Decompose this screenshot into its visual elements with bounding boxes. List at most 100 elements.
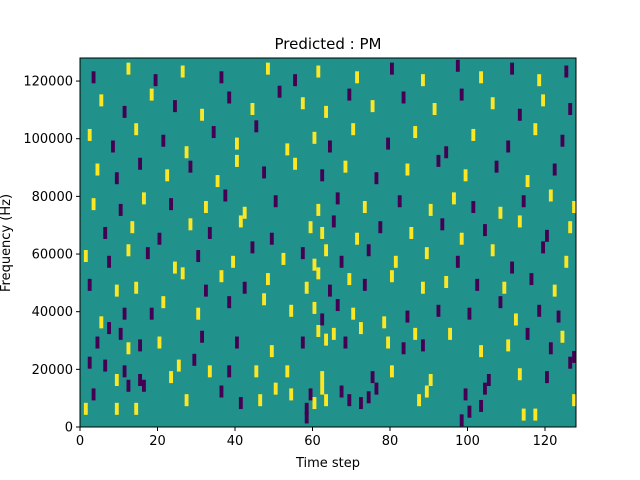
heatmap-cell xyxy=(564,255,569,268)
heatmap-cell xyxy=(269,232,274,245)
heatmap-cell xyxy=(293,157,298,170)
heatmap-cell xyxy=(506,339,511,352)
heatmap-cell xyxy=(235,154,239,167)
heatmap-cell xyxy=(223,189,228,202)
y-axis: 0 20000 40000 60000 80000 100000 120000 xyxy=(23,75,80,436)
heatmap-cell xyxy=(351,307,356,320)
heatmap-cell xyxy=(95,336,100,349)
heatmap-cell xyxy=(471,201,476,214)
heatmap-cell xyxy=(335,299,340,312)
heatmap-cell xyxy=(548,189,553,202)
heatmap-cell xyxy=(118,327,123,340)
heatmap-cell xyxy=(289,304,294,317)
heatmap-cell xyxy=(320,313,325,326)
heatmap-cell xyxy=(409,226,414,239)
y-tick-label: 0 xyxy=(65,421,73,436)
heatmap-cell xyxy=(238,397,243,410)
heatmap-cell xyxy=(145,247,150,260)
heatmap-cell xyxy=(262,166,267,179)
heatmap-cell xyxy=(134,281,139,294)
heatmap-cell xyxy=(370,100,375,113)
heatmap-cell xyxy=(285,365,290,378)
heatmap-cell xyxy=(176,359,181,372)
y-tick-label: 100000 xyxy=(23,132,73,147)
x-tick-label: 0 xyxy=(76,434,84,449)
heatmap-cell xyxy=(320,371,325,384)
heatmap-cell xyxy=(122,365,127,378)
heatmap-cell xyxy=(467,405,472,418)
x-axis-label: Time step xyxy=(295,456,360,471)
heatmap-cell xyxy=(316,65,321,78)
heatmap-cell xyxy=(324,333,329,346)
heatmap-cell xyxy=(262,293,267,306)
heatmap-cell xyxy=(99,94,104,107)
heatmap-cell xyxy=(258,394,263,407)
heatmap-cell xyxy=(421,74,425,87)
heatmap-cell xyxy=(541,94,546,107)
heatmap-cell xyxy=(200,330,205,343)
heatmap-cell xyxy=(572,394,577,407)
heatmap-cell xyxy=(548,342,553,355)
heatmap-cell xyxy=(173,100,177,113)
heatmap-cell xyxy=(366,391,371,404)
heatmap-cell xyxy=(114,402,119,415)
heatmap-cell xyxy=(188,160,193,173)
heatmap-cell xyxy=(103,359,108,372)
heatmap-cell xyxy=(386,336,391,349)
heatmap-cell xyxy=(103,226,108,239)
heatmap-cell xyxy=(335,192,340,205)
heatmap-cell xyxy=(204,201,208,214)
heatmap-cell xyxy=(273,195,278,208)
heatmap-cell xyxy=(266,62,270,75)
heatmap-cell xyxy=(83,402,88,415)
heatmap-cell xyxy=(366,244,371,257)
heatmap-cell xyxy=(471,128,476,141)
heatmap-cell xyxy=(572,201,577,214)
heatmap-cell xyxy=(479,399,484,412)
heatmap-cell xyxy=(486,373,491,386)
heatmap-cell xyxy=(343,160,348,173)
heatmap-cell xyxy=(219,385,224,398)
heatmap-cell xyxy=(324,394,329,407)
heatmap-cell xyxy=(312,258,317,271)
heatmap-cell xyxy=(529,273,534,286)
heatmap-cell xyxy=(467,307,472,320)
heatmap-cell xyxy=(459,88,464,101)
heatmap-cell xyxy=(304,281,309,294)
heatmap-cell xyxy=(242,281,247,294)
heatmap-cell xyxy=(436,304,441,317)
heatmap-cell xyxy=(339,385,344,398)
heatmap-cell xyxy=(266,273,270,286)
heatmap-cell xyxy=(320,169,325,182)
heatmap-cell xyxy=(517,215,522,228)
heatmap-cell xyxy=(308,221,313,234)
heatmap-cell xyxy=(355,71,360,84)
heatmap-cell xyxy=(455,255,460,268)
heatmap-cell xyxy=(142,379,146,392)
heatmap-cell xyxy=(126,342,131,355)
heatmap-cell xyxy=(572,350,577,363)
heatmap-cell xyxy=(397,195,402,208)
heatmap-cell xyxy=(479,71,484,84)
heatmap-cell xyxy=(347,273,352,286)
heatmap-cell xyxy=(91,388,96,401)
heatmap-cell xyxy=(277,85,282,98)
x-tick-label: 100 xyxy=(455,434,480,449)
heatmap-cell xyxy=(149,88,154,101)
heatmap-cell xyxy=(196,307,201,320)
heatmap-cell xyxy=(479,345,484,358)
heatmap-cell xyxy=(564,65,569,78)
heatmap-cell xyxy=(122,307,127,320)
heatmap-cell xyxy=(173,261,177,274)
heatmap-cell xyxy=(235,137,239,150)
heatmap-cell xyxy=(517,368,522,381)
heatmap-cell xyxy=(390,365,394,378)
heatmap-cell xyxy=(390,62,394,75)
heatmap-cell xyxy=(219,270,224,283)
heatmap-cell xyxy=(436,154,441,167)
heatmap-cell xyxy=(517,108,522,121)
heatmap-cell xyxy=(483,382,487,395)
heatmap-cell xyxy=(300,97,305,110)
heatmap-cell xyxy=(432,103,437,116)
x-tick-label: 40 xyxy=(227,434,244,449)
